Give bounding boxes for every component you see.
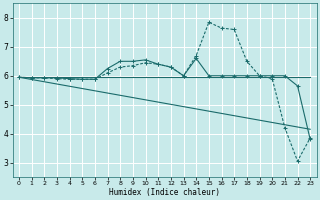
X-axis label: Humidex (Indice chaleur): Humidex (Indice chaleur) <box>109 188 220 197</box>
